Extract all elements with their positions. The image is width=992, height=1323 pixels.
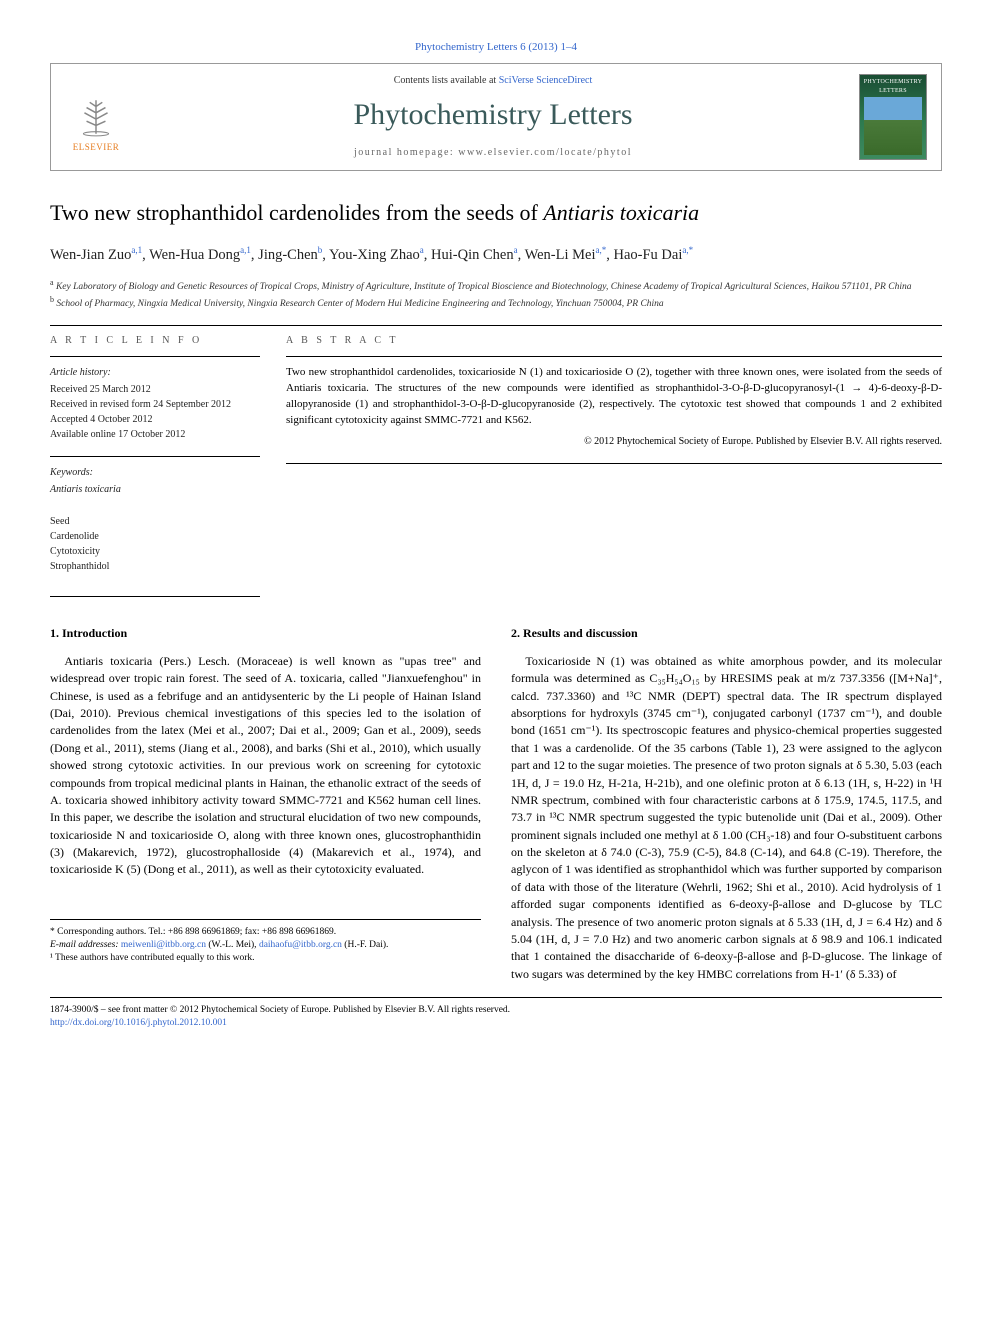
keyword-1: Seed bbox=[50, 516, 69, 527]
copyright-line: © 2012 Phytochemical Society of Europe. … bbox=[286, 435, 942, 449]
right-column: 2. Results and discussion Toxicarioside … bbox=[511, 625, 942, 983]
results-heading: 2. Results and discussion bbox=[511, 625, 942, 642]
article-title: Two new strophanthidol cardenolides from… bbox=[50, 199, 942, 228]
keyword-3: Cytotoxicity bbox=[50, 546, 100, 557]
author-7-affil: a,* bbox=[682, 245, 693, 255]
info-abstract-row: A R T I C L E I N F O Article history: R… bbox=[50, 334, 942, 588]
cover-title: PHYTOCHEMISTRY LETTERS bbox=[863, 78, 923, 95]
homepage-line: journal homepage: www.elsevier.com/locat… bbox=[139, 146, 847, 160]
author-1-affil: a,1 bbox=[131, 245, 142, 255]
email-label: E-mail addresses: bbox=[50, 940, 121, 950]
elsevier-tree-icon bbox=[75, 96, 117, 138]
rule-bottom-info bbox=[50, 596, 260, 597]
author-4: , You-Xing Zhao bbox=[322, 247, 419, 263]
history-revised: Received in revised form 24 September 20… bbox=[50, 399, 231, 410]
rule-abstract-top bbox=[286, 356, 942, 357]
journal-name: Phytochemistry Letters bbox=[139, 94, 847, 136]
abstract-label: A B S T R A C T bbox=[286, 334, 942, 348]
rule-keywords bbox=[50, 456, 260, 457]
article-info-column: A R T I C L E I N F O Article history: R… bbox=[50, 334, 260, 588]
sciencedirect-link[interactable]: SciVerse ScienceDirect bbox=[499, 75, 593, 86]
rule-top bbox=[50, 325, 942, 326]
keywords-block: Keywords: Antiaris toxicaria Seed Carden… bbox=[50, 465, 260, 574]
publisher-name: ELSEVIER bbox=[73, 141, 120, 154]
rule-info bbox=[50, 356, 260, 357]
intro-heading: 1. Introduction bbox=[50, 625, 481, 642]
abstract-column: A B S T R A C T Two new strophanthidol c… bbox=[286, 334, 942, 588]
publisher-logo: ELSEVIER bbox=[65, 81, 127, 153]
keyword-0: Antiaris toxicaria bbox=[50, 482, 260, 497]
author-1: Wen-Jian Zuo bbox=[50, 247, 131, 263]
author-2: , Wen-Hua Dong bbox=[142, 247, 240, 263]
keywords-heading: Keywords: bbox=[50, 465, 260, 480]
affil-b: b School of Pharmacy, Ningxia Medical Un… bbox=[50, 294, 942, 311]
journal-cover-thumbnail: PHYTOCHEMISTRY LETTERS bbox=[859, 74, 927, 160]
author-3: , Jing-Chen bbox=[251, 247, 318, 263]
history-online: Available online 17 October 2012 bbox=[50, 429, 185, 440]
keyword-4: Strophanthidol bbox=[50, 561, 109, 572]
left-column: 1. Introduction Antiaris toxicaria (Pers… bbox=[50, 625, 481, 983]
footnote-corresponding: * Corresponding authors. Tel.: +86 898 6… bbox=[50, 926, 481, 939]
results-body: Toxicarioside N (1) was obtained as whit… bbox=[511, 653, 942, 983]
title-species: Antiaris toxicaria bbox=[543, 200, 699, 225]
rule-abstract-bottom bbox=[286, 463, 942, 464]
title-text: Two new strophanthidol cardenolides from… bbox=[50, 200, 543, 225]
author-6-affil: a,* bbox=[595, 245, 606, 255]
intro-body: Antiaris toxicaria (Pers.) Lesch. (Morac… bbox=[50, 653, 481, 879]
affil-b-text: School of Pharmacy, Ningxia Medical Univ… bbox=[56, 299, 663, 309]
author-6: , Wen-Li Mei bbox=[518, 247, 596, 263]
author-5: , Hui-Qin Chen bbox=[424, 247, 514, 263]
keyword-2: Cardenolide bbox=[50, 531, 99, 542]
homepage-prefix: journal homepage: bbox=[354, 147, 458, 158]
email-2[interactable]: daihaofu@itbb.org.cn bbox=[259, 940, 342, 950]
header-center: Contents lists available at SciVerse Sci… bbox=[139, 74, 847, 160]
bottom-footer: 1874-3900/$ – see front matter © 2012 Ph… bbox=[50, 997, 942, 1031]
affiliations: a Key Laboratory of Biology and Genetic … bbox=[50, 277, 942, 312]
footnotes: * Corresponding authors. Tel.: +86 898 6… bbox=[50, 919, 481, 966]
footnote-equal: ¹ These authors have contributed equally… bbox=[50, 952, 481, 965]
journal-header: ELSEVIER Contents lists available at Sci… bbox=[50, 63, 942, 171]
homepage-url[interactable]: www.elsevier.com/locate/phytol bbox=[458, 147, 632, 158]
body-columns: 1. Introduction Antiaris toxicaria (Pers… bbox=[50, 625, 942, 983]
cover-image bbox=[864, 97, 922, 155]
history-received: Received 25 March 2012 bbox=[50, 384, 151, 395]
history-heading: Article history: bbox=[50, 365, 260, 380]
top-citation: Phytochemistry Letters 6 (2013) 1–4 bbox=[50, 40, 942, 55]
footnote-emails: E-mail addresses: meiwenli@itbb.org.cn (… bbox=[50, 939, 481, 952]
email-1-who: (W.-L. Mei), bbox=[206, 940, 259, 950]
issn-line: 1874-3900/$ – see front matter © 2012 Ph… bbox=[50, 1004, 942, 1017]
doi-link[interactable]: http://dx.doi.org/10.1016/j.phytol.2012.… bbox=[50, 1017, 942, 1030]
contents-line: Contents lists available at SciVerse Sci… bbox=[139, 74, 847, 88]
page: Phytochemistry Letters 6 (2013) 1–4 ELSE… bbox=[0, 0, 992, 1071]
authors: Wen-Jian Zuoa,1, Wen-Hua Donga,1, Jing-C… bbox=[50, 244, 942, 267]
article-info-label: A R T I C L E I N F O bbox=[50, 334, 260, 348]
contents-prefix: Contents lists available at bbox=[394, 75, 499, 86]
author-2-affil: a,1 bbox=[240, 245, 251, 255]
author-7: , Hao-Fu Dai bbox=[606, 247, 682, 263]
abstract-text: Two new strophanthidol cardenolides, tox… bbox=[286, 365, 942, 429]
history-accepted: Accepted 4 October 2012 bbox=[50, 414, 152, 425]
email-1[interactable]: meiwenli@itbb.org.cn bbox=[121, 940, 206, 950]
affil-a: a Key Laboratory of Biology and Genetic … bbox=[50, 277, 942, 294]
email-2-who: (H.-F. Dai). bbox=[342, 940, 388, 950]
article-history: Article history: Received 25 March 2012 … bbox=[50, 365, 260, 442]
affil-a-text: Key Laboratory of Biology and Genetic Re… bbox=[56, 282, 912, 292]
